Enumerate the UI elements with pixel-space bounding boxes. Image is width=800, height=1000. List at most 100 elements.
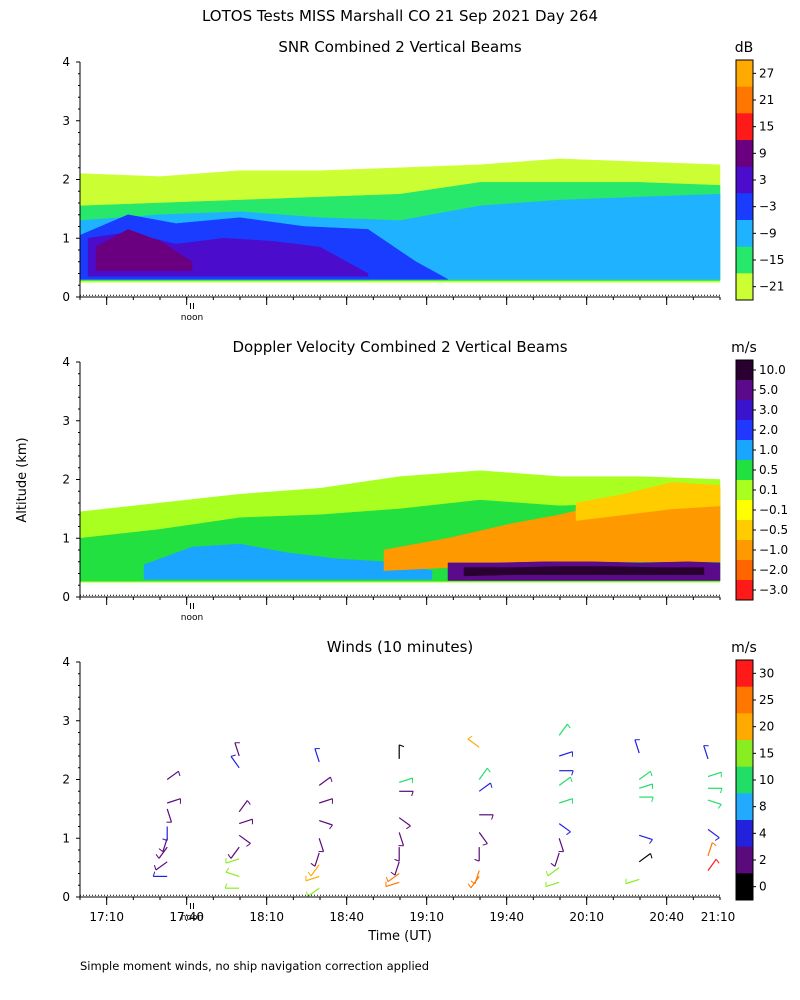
colorbar-label: 0.1 bbox=[759, 483, 778, 497]
wind-barb bbox=[385, 881, 400, 888]
colorbar-swatch bbox=[736, 60, 753, 88]
colorbar-label: 9 bbox=[759, 146, 767, 160]
snr-panel: SNR Combined 2 Vertical Beams dB 0 1 2 3 4 no… bbox=[62, 38, 784, 323]
wind-barb-flag bbox=[310, 862, 316, 867]
colorbar-label: 5.0 bbox=[759, 383, 778, 397]
wind-barb bbox=[554, 852, 560, 867]
wind-barb bbox=[634, 739, 640, 754]
wind-barb-flag bbox=[571, 770, 574, 776]
colorbar-label: −1.0 bbox=[759, 543, 788, 557]
colorbar-swatch bbox=[736, 440, 753, 461]
wind-barb bbox=[398, 832, 405, 846]
noon-label: noon bbox=[181, 913, 203, 923]
colorbar-swatch bbox=[736, 820, 753, 848]
wind-barb bbox=[559, 798, 573, 804]
field-band-4 bbox=[575, 482, 721, 521]
x-tick-label: 17:40 bbox=[169, 910, 204, 924]
wind-barb-flag bbox=[482, 843, 488, 846]
colorbar-label: 25 bbox=[759, 693, 774, 707]
wind-barb-flag bbox=[474, 858, 480, 862]
wind-barb bbox=[478, 767, 488, 780]
wind-barb-flag bbox=[467, 883, 472, 889]
wind-barb bbox=[230, 846, 240, 859]
colorbar-swatch bbox=[736, 713, 753, 741]
y-tick-label: 3 bbox=[62, 414, 70, 428]
colorbar-swatch bbox=[736, 113, 753, 141]
colorbar-label: 1.0 bbox=[759, 443, 778, 457]
wind-barb bbox=[319, 820, 333, 826]
field-band-6 bbox=[463, 566, 705, 577]
y-tick-label: 0 bbox=[62, 890, 70, 904]
x-tick-label: 21:10 bbox=[701, 910, 736, 924]
wind-barb-flag bbox=[406, 825, 411, 830]
winds-colorbar-units: m/s bbox=[731, 640, 757, 656]
colorbar-swatch bbox=[736, 273, 753, 301]
colorbar-swatch bbox=[736, 686, 753, 714]
wind-barb-flag bbox=[491, 814, 494, 820]
wind-barb-flag bbox=[399, 744, 405, 748]
x-axis-label: Time (UT) bbox=[367, 929, 432, 944]
field-band-2 bbox=[143, 543, 433, 580]
wind-barb bbox=[319, 798, 333, 804]
wind-barb-flag bbox=[158, 848, 164, 852]
x-tick-label: 17:10 bbox=[89, 910, 124, 924]
colorbar-label: −21 bbox=[759, 280, 784, 294]
colorbar-swatch bbox=[736, 793, 753, 821]
wind-barb-flag bbox=[550, 862, 556, 867]
colorbar-label: 3.0 bbox=[759, 403, 778, 417]
colorbar-swatch bbox=[736, 360, 753, 381]
colorbar-label: 0 bbox=[759, 880, 767, 894]
wind-barb-flag bbox=[566, 723, 571, 729]
wind-barb-flag bbox=[329, 824, 333, 830]
wind-barb bbox=[478, 832, 488, 845]
colorbar-label: 10 bbox=[759, 773, 774, 787]
wind-barb bbox=[545, 881, 560, 888]
y-tick-label: 2 bbox=[62, 473, 70, 487]
wind-barb bbox=[558, 823, 571, 833]
wind-barb bbox=[638, 770, 651, 780]
wind-barb bbox=[314, 748, 320, 763]
snr-colorbar: 27 21 15 9 3 −3 −9 −15 −21 bbox=[735, 59, 784, 301]
figure-title: LOTOS Tests MISS Marshall CO 21 Sep 2021… bbox=[202, 7, 598, 25]
colorbar-swatch bbox=[736, 500, 753, 521]
noon-label: noon bbox=[181, 613, 203, 623]
wind-barb-flag bbox=[225, 867, 230, 873]
wind-barb-flag bbox=[155, 854, 160, 859]
colorbar-label: 15 bbox=[759, 120, 774, 134]
wind-barb-flag bbox=[178, 771, 181, 777]
colorbar-label: 10.0 bbox=[759, 363, 786, 377]
wind-barb bbox=[625, 878, 640, 885]
colorbar-label: 30 bbox=[759, 666, 774, 680]
wind-barb bbox=[162, 838, 168, 852]
wind-barb-flag bbox=[394, 858, 400, 862]
x-tick-label: 19:40 bbox=[489, 910, 524, 924]
wind-barb bbox=[307, 887, 320, 897]
wind-barb-flag bbox=[650, 771, 653, 777]
wind-barb-flag bbox=[545, 870, 549, 877]
wind-barb bbox=[230, 756, 240, 769]
wind-barb-flag bbox=[224, 883, 228, 889]
y-tick-label: 4 bbox=[62, 655, 70, 669]
wind-barb-flag bbox=[570, 776, 573, 783]
colorbar-label: 3 bbox=[759, 173, 767, 187]
wind-barb bbox=[558, 838, 565, 852]
wind-barb bbox=[238, 834, 251, 844]
colorbar-swatch bbox=[736, 86, 753, 114]
wind-barb bbox=[398, 817, 411, 827]
winds-panel-title: Winds (10 minutes) bbox=[327, 638, 474, 656]
wind-barb bbox=[318, 776, 331, 786]
wind-barb bbox=[707, 828, 720, 839]
wind-barb-flag bbox=[305, 891, 309, 897]
wind-barb-flag bbox=[385, 876, 389, 882]
doppler-colorbar: 10.0 5.0 3.0 2.0 1.0 0.5 0.1 −0.1 −0.5 −1.0 −2.0 −3… bbox=[735, 359, 788, 601]
wind-barb bbox=[394, 861, 400, 876]
wind-barb bbox=[707, 771, 722, 778]
wind-barb-flag bbox=[490, 782, 493, 788]
wind-barb bbox=[707, 799, 722, 805]
wind-barb-flag bbox=[486, 767, 491, 773]
field-band-5 bbox=[95, 229, 193, 271]
colorbar-label: 15 bbox=[759, 746, 774, 760]
colorbar-swatch bbox=[736, 420, 753, 441]
colorbar-swatch bbox=[736, 520, 753, 541]
